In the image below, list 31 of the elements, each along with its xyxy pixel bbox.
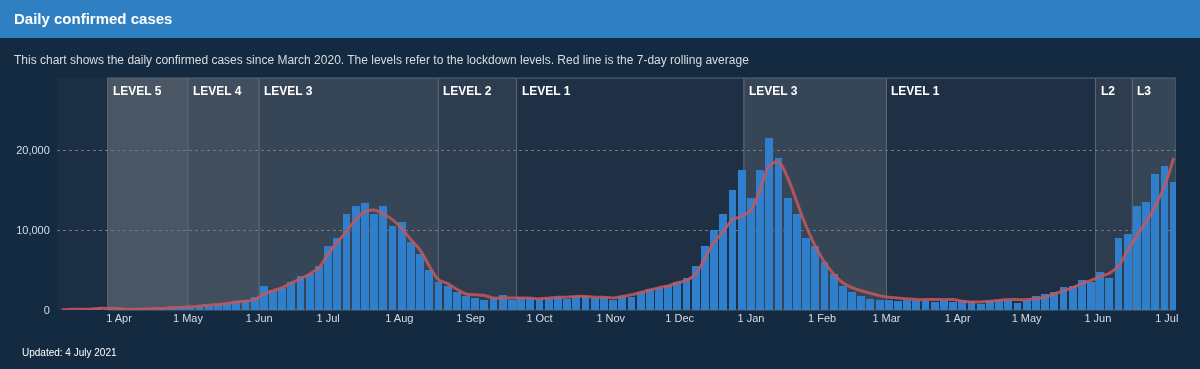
chart-title: Daily confirmed cases (14, 10, 173, 27)
x-tick-label: 1 Apr (106, 312, 133, 324)
x-tick-label: 1 May (172, 312, 204, 324)
x-tick-label: 1 Aug (385, 312, 414, 324)
band-label: LEVEL 5 (113, 84, 162, 98)
x-tick-label: 1 Oct (526, 312, 553, 324)
band-label: L2 (1101, 84, 1116, 98)
x-tick-label: 1 Jul (1155, 312, 1179, 324)
x-tick-label: 1 Jun (1084, 312, 1112, 324)
x-tick-label: 1 Jun (245, 312, 273, 324)
x-tick-label: 1 Sep (456, 312, 485, 324)
band-label: LEVEL 3 (749, 84, 798, 98)
x-tick-label: 1 Nov (596, 312, 626, 324)
y-tick-label: 0 (43, 303, 50, 316)
band-label: LEVEL 4 (193, 84, 242, 98)
x-tick-label: 1 Feb (808, 312, 837, 324)
band-label: LEVEL 1 (891, 84, 940, 98)
y-tick-label: 10,000 (16, 223, 50, 236)
x-tick-label: 1 Apr (944, 312, 971, 324)
y-tick-label: 20,000 (16, 143, 50, 156)
x-tick-label: 1 Dec (665, 312, 695, 324)
chart-subtitle: This chart shows the daily confirmed cases since March 2020. The levels refer to the lockdown levels. Red line is the 7-day rolling average (14, 53, 750, 67)
band-label: LEVEL 1 (522, 84, 571, 98)
x-tick-label: 1 May (1011, 312, 1043, 324)
x-tick-label: 1 Mar (872, 312, 901, 324)
band-label: L3 (1137, 84, 1152, 98)
text: Updated: 4 July 2021 (22, 347, 117, 358)
band-label: LEVEL 2 (443, 84, 492, 98)
x-tick-label: 1 Jul (316, 312, 340, 324)
x-tick-label: 1 Jan (737, 312, 765, 324)
band-label: LEVEL 3 (264, 84, 313, 98)
